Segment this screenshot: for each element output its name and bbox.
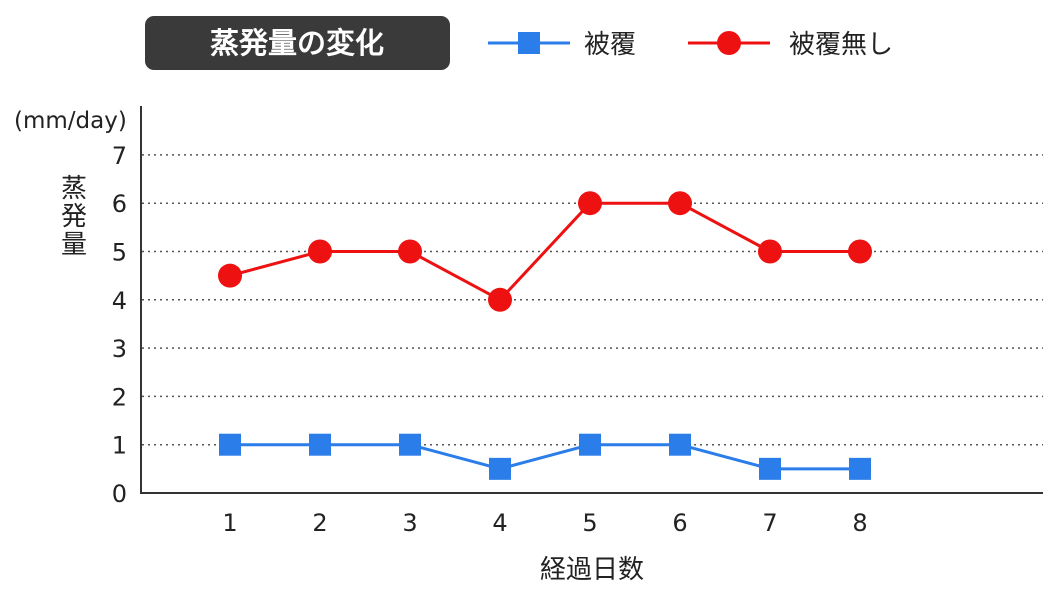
title-background xyxy=(145,16,450,70)
y-tick-label: 5 xyxy=(112,239,127,267)
x-tick-label: 7 xyxy=(762,509,777,537)
data-point-square xyxy=(849,457,871,480)
legend-circle-marker xyxy=(717,31,741,55)
legend-item-covered: 被覆 xyxy=(488,30,636,60)
chart-title: 蒸発量の変化 xyxy=(210,26,384,60)
x-tick-label: 3 xyxy=(402,509,417,537)
series-covered xyxy=(219,433,871,480)
data-point-square xyxy=(219,433,241,456)
y-tick-label: 6 xyxy=(112,190,127,218)
x-tick-label: 1 xyxy=(222,509,237,537)
data-point-square xyxy=(489,457,511,480)
y-tick-labels: 0 1 2 3 4 5 6 7 xyxy=(112,142,127,508)
legend: 被覆 被覆無し xyxy=(488,30,893,60)
x-tick-label: 2 xyxy=(312,509,327,537)
data-point-circle xyxy=(308,239,332,264)
data-point-square xyxy=(759,457,781,480)
data-point-circle xyxy=(398,239,422,264)
data-point-square xyxy=(399,433,421,456)
series-line xyxy=(229,201,860,302)
y-tick-label: 7 xyxy=(112,142,127,170)
legend-square-marker xyxy=(518,32,540,54)
chart-title-badge: 蒸発量の変化 xyxy=(145,16,450,70)
y-axis-title: 蒸発量 xyxy=(61,174,87,260)
y-tick-label: 2 xyxy=(112,383,127,411)
series-line xyxy=(230,443,860,471)
y-tick-label: 4 xyxy=(112,287,127,315)
data-point-circle xyxy=(848,239,872,264)
data-point-circle xyxy=(578,191,602,216)
y-tick-label: 0 xyxy=(112,480,127,508)
legend-item-uncovered: 被覆無し xyxy=(688,30,893,60)
legend-label-covered: 被覆 xyxy=(584,30,636,60)
y-tick-label: 1 xyxy=(112,432,127,460)
series-uncovered xyxy=(218,191,872,312)
y-tick-label: 3 xyxy=(112,335,127,363)
data-point-circle xyxy=(488,287,512,312)
x-tick-label: 6 xyxy=(672,509,687,537)
x-tick-label: 5 xyxy=(582,509,597,537)
x-tick-labels: 1 2 3 4 5 6 7 8 xyxy=(222,509,867,537)
data-point-square xyxy=(579,433,601,456)
data-point-circle xyxy=(668,191,692,216)
y-unit-label: (mm/day) xyxy=(14,108,127,134)
data-point-square xyxy=(669,433,691,456)
series xyxy=(218,191,872,480)
legend-label-uncovered: 被覆無し xyxy=(789,30,893,60)
data-point-circle xyxy=(758,239,782,264)
x-axis-title: 経過日数 xyxy=(540,555,644,585)
data-point-square xyxy=(309,433,331,456)
data-point-circle xyxy=(218,263,242,288)
x-tick-label: 8 xyxy=(852,509,867,537)
x-tick-label: 4 xyxy=(492,509,507,537)
